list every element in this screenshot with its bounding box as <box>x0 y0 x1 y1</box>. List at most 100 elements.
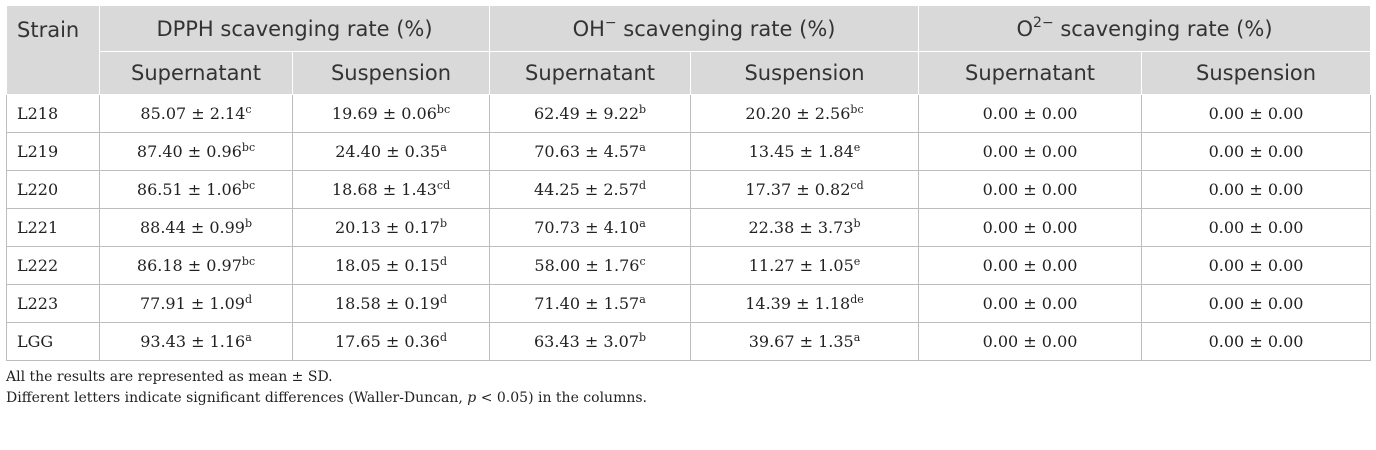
cell-value-text: 0.00 ± 0.00 <box>982 218 1078 237</box>
cell-value: 39.67 ± 1.35a <box>690 322 920 361</box>
cell-strain: L222 <box>6 246 100 285</box>
cell-value: 87.40 ± 0.96bc <box>99 132 293 171</box>
cell-value-text: 0.00 ± 0.00 <box>982 180 1078 199</box>
cell-value: 0.00 ± 0.00 <box>918 246 1143 285</box>
table-row: L222 86.18 ± 0.97bc 18.05 ± 0.15d 58.00 ± 1… <box>6 246 1372 285</box>
cell-value-text: 93.43 ± 1.16 <box>140 332 246 351</box>
table-row: L218 85.07 ± 2.14c 19.69 ± 0.06bc 62.49 ± 9… <box>6 94 1372 133</box>
cell-value-text: 0.00 ± 0.00 <box>982 104 1078 123</box>
cell-value: 86.18 ± 0.97bc <box>99 246 293 285</box>
note-line-2: Different letters indicate significant d… <box>6 388 1370 409</box>
cell-value: 14.39 ± 1.18de <box>690 284 920 323</box>
cell-significance-letter: e <box>853 141 861 154</box>
header-o2-label-pre: O <box>1016 16 1034 41</box>
cell-value-text: 17.37 ± 0.82 <box>745 180 851 199</box>
cell-value: 0.00 ± 0.00 <box>918 170 1143 209</box>
cell-value-text: 0.00 ± 0.00 <box>1208 294 1304 313</box>
cell-value-text: 17.65 ± 0.36 <box>334 332 440 351</box>
header-dpph-label: DPPH scavenging rate (%) <box>156 16 433 41</box>
cell-value: 63.43 ± 3.07b <box>489 322 692 361</box>
cell-value: 88.44 ± 0.99b <box>99 208 293 247</box>
cell-value-text: 0.00 ± 0.00 <box>982 256 1078 275</box>
cell-significance-letter: bc <box>241 141 256 154</box>
header-o2-label-sup: 2− <box>1033 14 1054 31</box>
cell-value: 86.51 ± 1.06bc <box>99 170 293 209</box>
cell-value-text: 0.00 ± 0.00 <box>982 294 1078 313</box>
cell-value: 0.00 ± 0.00 <box>918 132 1143 171</box>
cell-significance-letter: d <box>439 255 448 268</box>
cell-significance-letter: b <box>439 217 448 230</box>
cell-value: 13.45 ± 1.84e <box>690 132 920 171</box>
cell-strain: L223 <box>6 284 100 323</box>
header-oh-label-post: scavenging rate (%) <box>616 16 836 41</box>
cell-value-text: 87.40 ± 0.96 <box>136 142 242 161</box>
results-table: Strain DPPH scavenging rate (%) OH− scav… <box>6 5 1372 361</box>
cell-value: 62.49 ± 9.22b <box>489 94 692 133</box>
cell-value: 70.73 ± 4.10a <box>489 208 692 247</box>
cell-value-text: 11.27 ± 1.05 <box>748 256 854 275</box>
subheader-oh-supernatant: Supernatant <box>489 51 692 95</box>
cell-value-text: 0.00 ± 0.00 <box>982 332 1078 351</box>
cell-value: 22.38 ± 3.73b <box>690 208 920 247</box>
cell-significance-letter: a <box>639 293 646 306</box>
cell-strain: L218 <box>6 94 100 133</box>
cell-value-text: 18.58 ± 0.19 <box>334 294 440 313</box>
cell-significance-letter: cd <box>436 179 451 192</box>
cell-value: 70.63 ± 4.57a <box>489 132 692 171</box>
cell-significance-letter: de <box>850 293 864 306</box>
cell-value: 19.69 ± 0.06bc <box>292 94 491 133</box>
cell-significance-letter: d <box>439 331 448 344</box>
note-line-2-pre: Different letters indicate significant d… <box>6 390 468 406</box>
cell-value-text: 70.73 ± 4.10 <box>534 218 640 237</box>
cell-significance-letter: bc <box>850 103 864 116</box>
table-row: L220 86.51 ± 1.06bc 18.68 ± 1.43cd 44.25 ± … <box>6 170 1372 209</box>
cell-value-text: 63.43 ± 3.07 <box>533 332 639 351</box>
table-row: L223 77.91 ± 1.09d 18.58 ± 0.19d 71.40 ± 1.… <box>6 284 1372 323</box>
cell-significance-letter: b <box>639 103 647 116</box>
cell-value: 0.00 ± 0.00 <box>1141 246 1372 285</box>
subheader-dpph-supernatant: Supernatant <box>99 51 293 95</box>
cell-significance-letter: bc <box>241 179 256 192</box>
cell-value-text: 0.00 ± 0.00 <box>1208 104 1304 123</box>
cell-significance-letter: cd <box>850 179 864 192</box>
cell-value: 58.00 ± 1.76c <box>489 246 692 285</box>
table-row: L219 87.40 ± 0.96bc 24.40 ± 0.35a 70.63 ± 4… <box>6 132 1372 171</box>
cell-value-text: 14.39 ± 1.18 <box>745 294 851 313</box>
cell-value: 0.00 ± 0.00 <box>1141 284 1372 323</box>
cell-value-text: 86.51 ± 1.06 <box>136 180 242 199</box>
cell-value-text: 70.63 ± 4.57 <box>534 142 640 161</box>
cell-value-text: 22.38 ± 3.73 <box>748 218 854 237</box>
header-o2-label-post: scavenging rate (%) <box>1053 16 1273 41</box>
cell-value: 18.68 ± 1.43cd <box>292 170 491 209</box>
cell-significance-letter: d <box>244 293 253 306</box>
cell-value: 77.91 ± 1.09d <box>99 284 293 323</box>
subheader-oh-suspension: Suspension <box>690 51 920 95</box>
table-row: L221 88.44 ± 0.99b 20.13 ± 0.17b 70.73 ± 4.… <box>6 208 1372 247</box>
header-oh: OH− scavenging rate (%) <box>489 5 920 52</box>
cell-value: 85.07 ± 2.14c <box>99 94 293 133</box>
table-row: LGG 93.43 ± 1.16a 17.65 ± 0.36d 63.43 ± 3.0… <box>6 322 1372 361</box>
cell-value-text: 0.00 ± 0.00 <box>1208 256 1304 275</box>
cell-strain: L221 <box>6 208 100 247</box>
cell-significance-letter: a <box>639 141 646 154</box>
cell-value-text: 20.20 ± 2.56 <box>745 104 851 123</box>
cell-strain: LGG <box>6 322 100 361</box>
cell-value: 0.00 ± 0.00 <box>1141 132 1372 171</box>
cell-value: 0.00 ± 0.00 <box>918 94 1143 133</box>
header-o2: O2− scavenging rate (%) <box>918 5 1372 52</box>
cell-value-text: 0.00 ± 0.00 <box>1208 218 1304 237</box>
table-notes: All the results are represented as mean … <box>6 367 1370 409</box>
cell-value: 24.40 ± 0.35a <box>292 132 491 171</box>
cell-value: 71.40 ± 1.57a <box>489 284 692 323</box>
cell-value: 44.25 ± 2.57d <box>489 170 692 209</box>
cell-value: 0.00 ± 0.00 <box>1141 208 1372 247</box>
cell-significance-letter: d <box>439 293 448 306</box>
cell-value: 0.00 ± 0.00 <box>918 322 1143 361</box>
cell-value: 17.37 ± 0.82cd <box>690 170 920 209</box>
cell-value-text: 0.00 ± 0.00 <box>1208 332 1304 351</box>
table-container: Strain DPPH scavenging rate (%) OH− scav… <box>6 5 1372 409</box>
cell-value-text: 44.25 ± 2.57 <box>533 180 639 199</box>
cell-value-text: 0.00 ± 0.00 <box>1208 142 1304 161</box>
header-dpph: DPPH scavenging rate (%) <box>98 5 491 52</box>
cell-value-text: 86.18 ± 0.97 <box>136 256 242 275</box>
